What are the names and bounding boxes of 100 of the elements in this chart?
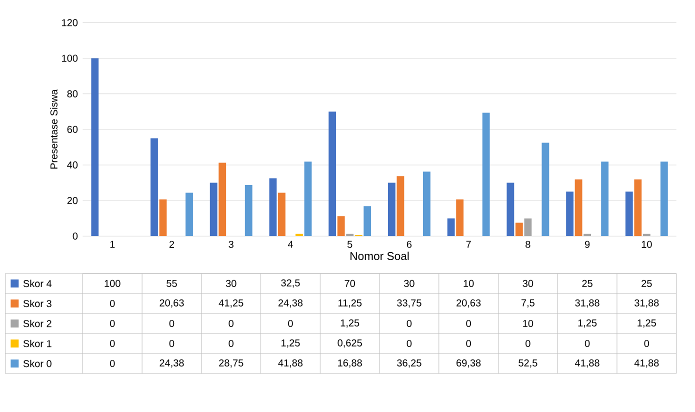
data-label: 0 — [228, 320, 234, 327]
bar — [482, 112, 490, 236]
data-label: 28,75 — [219, 359, 244, 368]
data-label: 24,38 — [278, 299, 303, 308]
data-label: 69,38 — [456, 359, 481, 368]
bar — [346, 234, 354, 236]
bar — [328, 112, 336, 236]
data-label: 1,25 — [638, 319, 656, 328]
bar — [396, 176, 404, 236]
data-label: 0 — [110, 300, 115, 307]
y-tick-label: 80 — [67, 90, 78, 98]
x-tick-label: 9 — [584, 240, 590, 248]
bar — [524, 218, 532, 236]
data-label: 24,38 — [160, 359, 184, 368]
legend-label: Skor 2 — [23, 320, 52, 328]
y-tick-label: 20 — [67, 196, 78, 204]
bar — [218, 162, 226, 236]
data-label: 0 — [644, 340, 650, 347]
data-label: 41,25 — [218, 299, 244, 308]
bar — [447, 218, 455, 236]
data-label: 0 — [169, 340, 174, 347]
data-label: 100 — [104, 280, 120, 287]
bar — [296, 234, 303, 236]
x-axis-title: Nomor Soal — [350, 252, 409, 260]
data-label: 1,25 — [340, 319, 360, 328]
y-tick-label: 0 — [72, 232, 78, 240]
data-label: 0 — [288, 320, 293, 327]
data-label: 41,88 — [634, 359, 659, 368]
data-label: 10 — [523, 320, 534, 327]
bar — [584, 234, 592, 236]
bar — [542, 142, 550, 236]
data-label: 16,88 — [338, 359, 362, 368]
data-label: 25 — [582, 280, 592, 287]
bar — [506, 182, 514, 236]
data-label: 11,25 — [338, 299, 362, 308]
bar — [574, 179, 582, 236]
bar — [278, 192, 286, 236]
bar — [150, 138, 158, 236]
x-tick-label: 7 — [466, 240, 471, 248]
bar — [269, 178, 277, 236]
x-tick-label: 10 — [642, 240, 652, 248]
data-label: 31,88 — [634, 299, 659, 308]
x-tick-label: 5 — [347, 240, 352, 248]
bar — [244, 184, 252, 236]
data-label: 0 — [228, 340, 234, 347]
bar — [337, 216, 345, 236]
data-label: 0 — [110, 360, 115, 367]
data-label: 20,63 — [456, 299, 481, 308]
data-label: 0 — [169, 320, 174, 327]
y-tick-label: 100 — [62, 54, 78, 62]
data-label: 32,5 — [281, 279, 300, 288]
data-label: 0 — [584, 340, 590, 347]
data-label: 41,88 — [575, 359, 600, 368]
data-label: 30 — [404, 280, 414, 287]
bar — [91, 58, 99, 236]
data-label: 0 — [526, 340, 530, 347]
bar — [566, 192, 574, 236]
x-tick-label: 1 — [110, 240, 115, 248]
data-label: 0,625 — [338, 339, 362, 348]
data-label: 1,25 — [281, 339, 300, 348]
data-label: 30 — [522, 280, 534, 287]
data-label: 0 — [110, 320, 115, 327]
legend-label: Skor 0 — [23, 360, 52, 368]
bar — [423, 172, 430, 236]
legend-label: Skor 1 — [23, 340, 52, 348]
bar — [186, 192, 193, 236]
data-label: 33,75 — [397, 299, 422, 308]
data-label: 31,88 — [575, 299, 600, 308]
data-label: 36,25 — [397, 359, 422, 368]
data-label: 0 — [466, 320, 471, 327]
data-label: 25 — [642, 280, 652, 287]
data-label: 0 — [406, 340, 412, 347]
bar — [625, 192, 633, 236]
data-label: 7,5 — [522, 299, 534, 308]
bar — [364, 206, 372, 236]
y-axis-title: Presentase Siswa — [50, 89, 58, 169]
legend-label: Skor 3 — [23, 300, 52, 308]
data-label: 1,25 — [578, 319, 597, 328]
x-tick-label: 4 — [288, 240, 293, 248]
data-label: 70 — [344, 280, 356, 287]
bar — [660, 162, 668, 236]
bar — [456, 199, 464, 236]
data-label: 55 — [166, 280, 177, 287]
bar — [642, 234, 650, 236]
x-tick-label: 6 — [406, 240, 412, 248]
data-label: 20,63 — [160, 299, 184, 308]
data-label: 0 — [466, 340, 471, 347]
data-label: 30 — [226, 280, 236, 287]
x-tick-label: 8 — [526, 240, 530, 248]
y-tick-label: 120 — [62, 19, 78, 26]
bar — [388, 182, 396, 236]
data-label: 0 — [110, 340, 115, 347]
x-tick-label: 3 — [228, 240, 234, 248]
x-tick-label: 2 — [169, 240, 174, 248]
bar — [515, 222, 523, 236]
data-label: 0 — [406, 320, 412, 327]
bar — [634, 179, 642, 236]
data-label: 10 — [464, 280, 474, 287]
data-label: 52,5 — [518, 359, 538, 368]
y-tick-label: 60 — [67, 126, 78, 133]
